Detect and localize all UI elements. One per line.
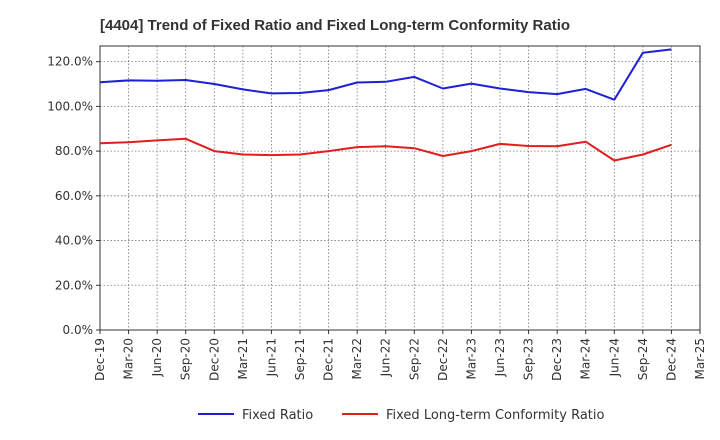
y-tick-label: 80.0% [55,144,93,158]
x-tick-label: Mar-20 [122,338,136,379]
y-tick-label: 0.0% [63,323,94,337]
x-tick-label: Jun-20 [150,338,164,377]
x-tick-label: Sep-23 [522,338,536,380]
series-group [99,48,672,162]
x-tick-label: Jun-21 [264,338,278,377]
x-axis: Dec-19 Mar-20 Jun-20 Sep-20 Dec-20 Mar-21 Jun-… [93,330,707,381]
series-line-fixed-long-term-conformity-ratio [99,137,672,162]
y-tick-label: 60.0% [55,189,93,203]
y-tick-label: 120.0% [47,55,93,69]
x-tick-label: Sep-22 [407,338,421,380]
x-tick-label: Dec-22 [436,338,450,381]
x-tick-label: Dec-21 [322,338,336,381]
legend: Fixed Ratio Fixed Long-term Conformity Ra… [198,408,605,423]
x-tick-label: Dec-24 [664,338,678,381]
legend-label: Fixed Ratio [242,408,313,423]
x-tick-label: Jun-24 [607,338,621,377]
x-tick-label: Jun-22 [379,338,393,377]
x-tick-label: Dec-19 [93,338,107,381]
x-tick-label: Mar-21 [236,338,250,379]
legend-label: Fixed Long-term Conformity Ratio [386,408,605,423]
y-axis: 0.0% 20.0% 40.0% 60.0% 80.0% 100.0% 120.0% [47,55,100,337]
x-tick-label: Sep-24 [636,338,650,380]
x-tick-label: Sep-21 [293,338,307,380]
chart-title: [4404] Trend of Fixed Ratio and Fixed Lo… [100,17,570,34]
plot-frame [99,45,701,331]
x-tick-label: Mar-23 [464,338,478,379]
y-tick-label: 20.0% [55,278,93,292]
x-tick-label: Sep-20 [179,338,193,380]
x-tick-label: Mar-25 [693,338,707,379]
x-tick-label: Jun-23 [493,338,507,377]
y-tick-label: 100.0% [47,99,93,113]
y-tick-label: 40.0% [55,234,93,248]
grid [100,46,700,330]
x-tick-label: Dec-23 [550,338,564,381]
series-line-fixed-ratio [99,48,672,101]
x-tick-label: Mar-24 [579,338,593,379]
x-tick-label: Dec-20 [207,338,221,381]
x-tick-label: Mar-22 [350,338,364,379]
